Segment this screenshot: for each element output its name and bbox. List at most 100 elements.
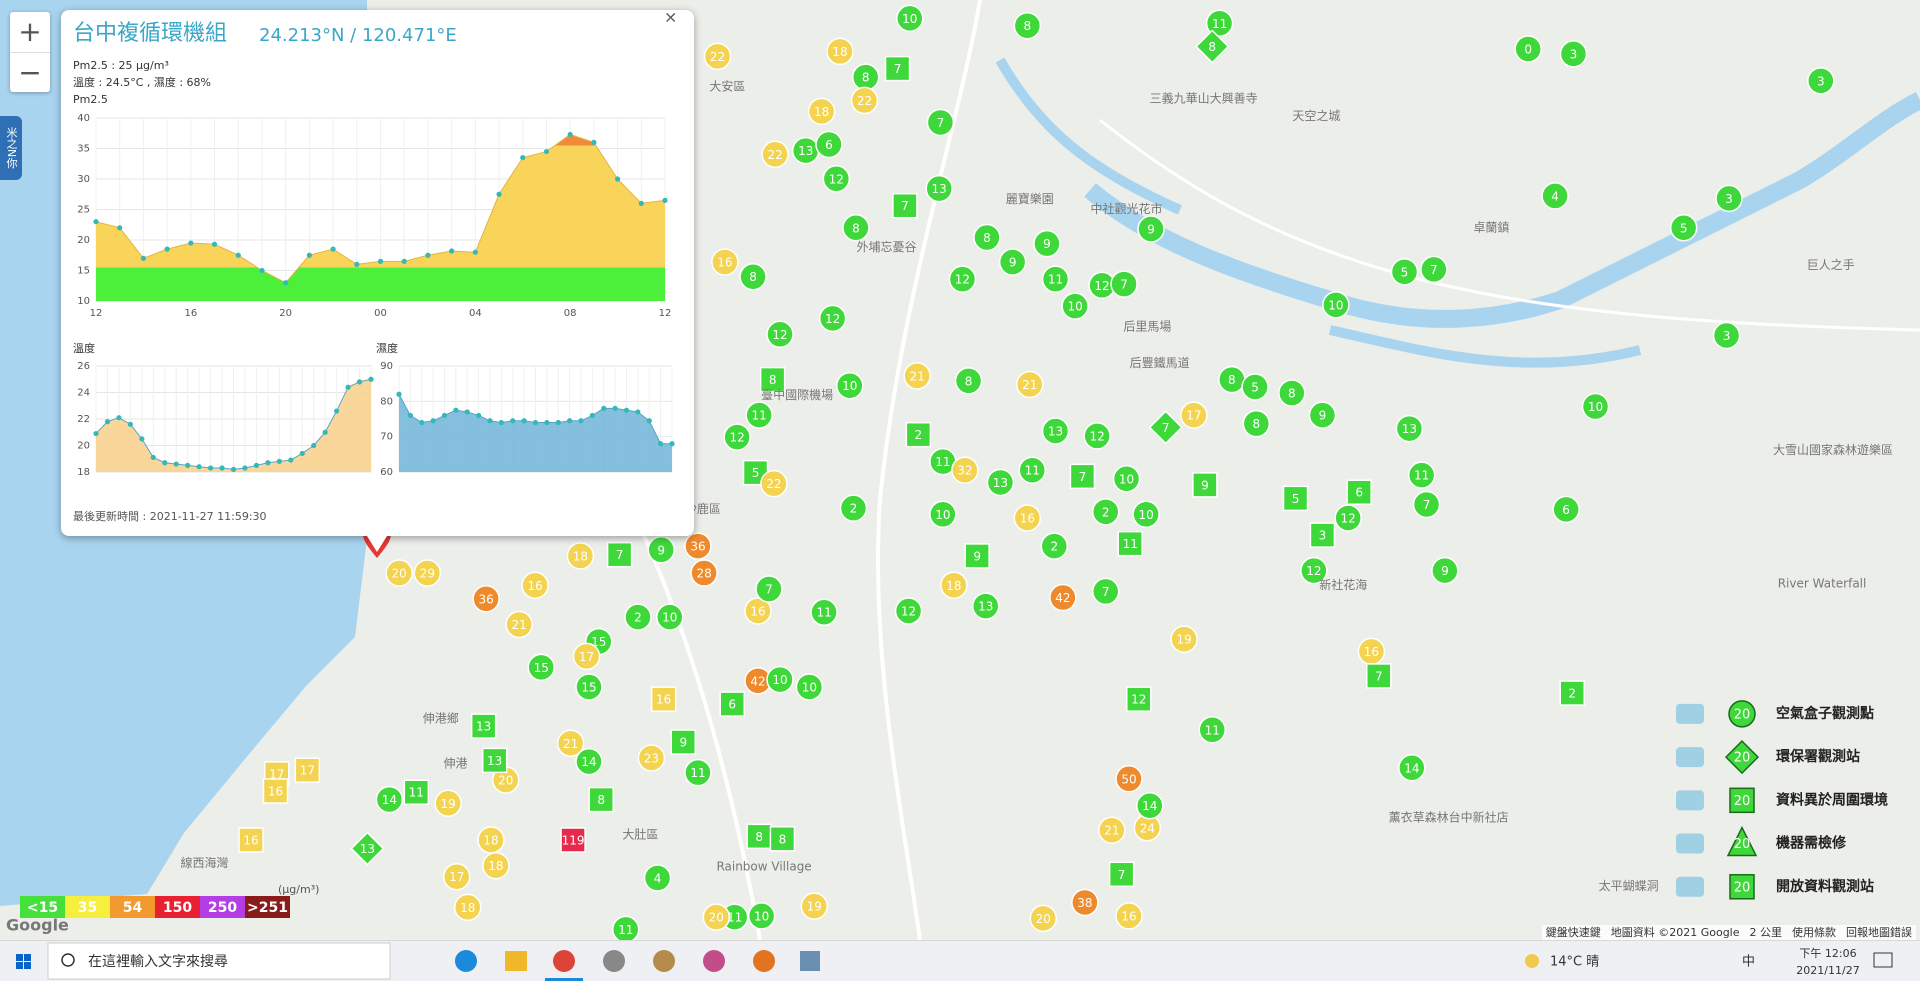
station-marker[interactable]: 6 <box>815 130 843 159</box>
app-icon[interactable] <box>505 951 527 971</box>
station-marker[interactable]: 15 <box>527 653 555 682</box>
station-marker[interactable]: 16 <box>711 248 739 276</box>
station-marker[interactable]: 36 <box>684 532 712 560</box>
attribution-item[interactable]: 使用條款 <box>1792 926 1836 939</box>
station-marker[interactable]: 7 <box>1148 410 1183 445</box>
station-marker[interactable]: 11 <box>1018 456 1046 484</box>
station-marker[interactable]: 10 <box>747 902 776 930</box>
station-marker[interactable]: 17 <box>442 862 471 891</box>
station-marker[interactable]: 8 <box>759 366 786 393</box>
station-marker[interactable]: 5 <box>1241 373 1269 401</box>
station-marker[interactable]: 11 <box>1041 265 1070 293</box>
station-marker[interactable]: 7 <box>1108 861 1135 888</box>
station-marker[interactable]: 3 <box>1712 321 1741 350</box>
station-marker[interactable]: 14 <box>1398 754 1426 782</box>
station-marker[interactable]: 21 <box>1098 816 1126 844</box>
station-marker[interactable]: 21 <box>903 362 931 390</box>
station-marker[interactable]: 20 <box>385 559 413 587</box>
station-marker[interactable]: 13 <box>350 831 385 866</box>
station-marker[interactable]: 11 <box>1198 716 1226 744</box>
station-marker[interactable]: 8 <box>1013 11 1042 40</box>
station-marker[interactable]: 14 <box>575 747 603 776</box>
station-marker[interactable]: 5 <box>1282 485 1309 512</box>
station-marker[interactable]: 17 <box>1180 401 1208 429</box>
station-marker[interactable]: 18 <box>566 542 595 570</box>
station-marker[interactable]: 12 <box>1126 686 1152 712</box>
station-marker[interactable]: 2 <box>839 494 868 522</box>
station-marker[interactable]: 10 <box>1112 465 1141 493</box>
station-marker[interactable]: 19 <box>1170 625 1198 653</box>
station-marker[interactable]: 7 <box>1110 270 1138 298</box>
station-marker[interactable]: 18 <box>826 37 854 66</box>
station-marker[interactable]: 28 <box>690 559 718 587</box>
station-marker[interactable]: 21 <box>505 610 533 639</box>
station-marker[interactable]: 16 <box>1013 504 1042 532</box>
ime[interactable]: 中 <box>1742 955 1755 970</box>
station-marker[interactable]: 19 <box>434 789 462 818</box>
station-marker[interactable]: 7 <box>1091 577 1120 606</box>
station-marker[interactable]: 13 <box>986 468 1015 497</box>
station-marker[interactable]: 8 <box>1218 365 1246 394</box>
station-marker[interactable]: 6 <box>719 691 745 717</box>
station-marker[interactable]: 7 <box>1069 463 1096 490</box>
station-marker[interactable]: 20 <box>702 903 731 931</box>
station-marker[interactable]: 13 <box>1395 414 1424 443</box>
app-icon[interactable] <box>800 951 820 971</box>
app-icon[interactable] <box>753 950 775 972</box>
station-marker[interactable]: 8 <box>739 262 767 291</box>
station-marker[interactable]: 8 <box>851 63 880 91</box>
station-marker[interactable]: 8 <box>973 223 1001 252</box>
start-button[interactable] <box>16 954 31 969</box>
station-marker[interactable]: 13 <box>925 174 953 203</box>
station-marker[interactable]: 8 <box>1195 29 1230 64</box>
station-marker[interactable]: 17 <box>294 757 321 783</box>
station-marker[interactable]: 16 <box>262 778 289 804</box>
station-marker[interactable]: 7 <box>884 55 911 82</box>
station-marker[interactable]: 5 <box>1669 214 1698 242</box>
station-marker[interactable]: 12 <box>822 165 851 193</box>
station-marker[interactable]: 13 <box>1041 417 1070 445</box>
station-marker[interactable]: 11 <box>1407 461 1436 489</box>
station-marker[interactable]: 10 <box>929 500 957 529</box>
station-marker[interactable]: 16 <box>1357 637 1386 666</box>
station-marker[interactable]: 0 <box>1514 35 1542 63</box>
station-marker[interactable]: 21 <box>556 729 585 758</box>
station-marker[interactable]: 10 <box>1132 500 1160 529</box>
station-marker[interactable]: 10 <box>1061 292 1089 320</box>
station-marker[interactable]: 9 <box>998 248 1027 276</box>
station-marker[interactable]: 9 <box>964 543 990 569</box>
side-tab[interactable]: 米之N你 <box>0 116 22 180</box>
station-marker[interactable]: 10 <box>766 665 794 694</box>
station-marker[interactable]: 21 <box>1016 370 1044 399</box>
station-marker[interactable]: 4 <box>1541 182 1569 210</box>
station-marker[interactable]: 18 <box>454 893 482 922</box>
attribution-item[interactable]: 回報地圖錯誤 <box>1846 926 1912 939</box>
station-marker[interactable]: 18 <box>807 97 836 126</box>
station-marker[interactable]: 17 <box>572 642 601 671</box>
station-marker[interactable]: 9 <box>1137 215 1165 243</box>
station-marker[interactable]: 20 <box>1029 904 1058 933</box>
app-icon[interactable] <box>553 950 575 972</box>
notification-icon[interactable] <box>1873 952 1893 968</box>
station-marker[interactable]: 7 <box>606 541 633 568</box>
app-icon[interactable] <box>703 950 725 972</box>
station-marker[interactable]: 13 <box>971 592 1000 620</box>
station-marker[interactable]: 16 <box>1115 902 1143 930</box>
station-marker[interactable]: 2 <box>1559 680 1585 706</box>
station-marker[interactable]: 7 <box>1366 663 1392 689</box>
station-marker[interactable]: 10 <box>1581 392 1610 421</box>
station-marker[interactable]: 11 <box>745 401 773 429</box>
station-marker[interactable]: 9 <box>647 536 675 564</box>
station-marker[interactable]: 8 <box>1242 409 1271 438</box>
station-marker[interactable]: 11 <box>810 598 838 626</box>
station-marker[interactable]: 7 <box>1412 490 1441 519</box>
station-marker[interactable]: 3 <box>1309 522 1336 548</box>
attribution-item[interactable]: 鍵盤快速鍵 <box>1545 926 1601 939</box>
station-marker[interactable]: 9 <box>1308 401 1337 429</box>
station-marker[interactable]: 13 <box>481 747 508 774</box>
station-marker[interactable]: 22 <box>760 469 788 498</box>
station-marker[interactable]: 13 <box>470 713 497 739</box>
station-marker[interactable]: 10 <box>836 371 864 400</box>
station-marker[interactable]: 5 <box>1390 258 1419 286</box>
